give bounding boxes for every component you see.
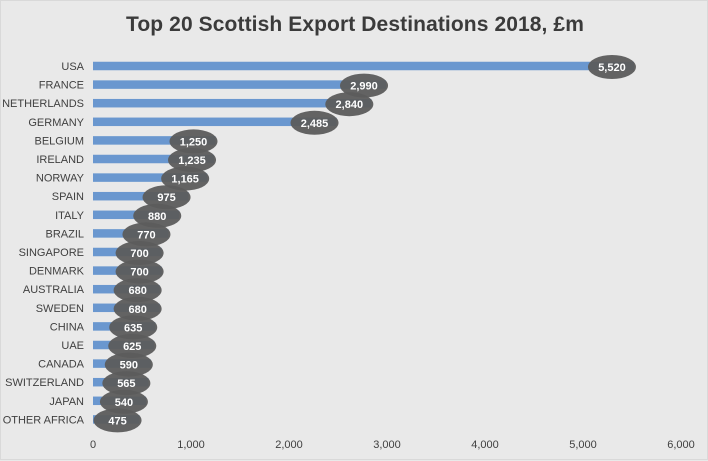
category-label-usa: USA (61, 61, 84, 73)
x-tick-label-4000: 4,000 (471, 439, 499, 451)
bar-ireland (93, 154, 215, 164)
category-label-other-africa: OTHER AFRICA (3, 414, 85, 426)
data-label-bubble-italy (133, 203, 182, 228)
bar-usa (93, 61, 634, 71)
category-label-china: CHINA (50, 321, 85, 333)
data-label-bubble-uae (108, 334, 157, 358)
data-label-bubble-sweden (113, 296, 162, 321)
x-tick-label-1000: 1,000 (177, 439, 205, 451)
chart-title: Top 20 Scottish Export Destinations 2018… (126, 13, 584, 36)
category-label-sweden: SWEDEN (36, 303, 84, 315)
x-tick-label-5000: 5,000 (569, 439, 597, 451)
category-label-singapore: SINGAPORE (19, 247, 84, 259)
category-label-netherlands: NETHERLANDS (2, 98, 84, 110)
category-label-canada: CANADA (38, 359, 85, 371)
category-label-switzerland: SWITZERLAND (5, 377, 84, 389)
data-label-italy: 880 (148, 211, 166, 223)
data-label-china: 635 (124, 322, 142, 334)
data-label-bubble-spain (142, 185, 191, 210)
category-label-germany: GERMANY (28, 117, 84, 129)
category-label-denmark: DENMARK (29, 266, 85, 278)
data-label-netherlands: 2,840 (336, 99, 364, 111)
x-tick-label-0: 0 (90, 439, 96, 451)
data-label-canada: 590 (120, 360, 138, 372)
data-label-other-africa: 475 (108, 415, 126, 427)
data-label-bubble-norway (161, 166, 210, 191)
category-label-belgium: BELGIUM (34, 135, 84, 147)
data-label-bubble-singapore (115, 241, 164, 265)
data-label-sweden: 680 (128, 304, 146, 316)
data-label-singapore: 700 (130, 248, 148, 260)
data-label-bubble-switzerland (102, 371, 151, 396)
x-tick-label-3000: 3,000 (373, 439, 401, 451)
data-label-france: 2,990 (350, 81, 378, 93)
category-label-norway: NORWAY (36, 173, 85, 185)
data-label-brazil: 770 (137, 229, 155, 241)
category-label-spain: SPAIN (52, 191, 84, 203)
bar-netherlands (93, 98, 372, 108)
x-tick-label-2000: 2,000 (275, 439, 303, 451)
data-label-bubble-china (109, 315, 158, 340)
data-label-bubble-brazil (122, 222, 171, 247)
data-label-bubble-denmark (115, 259, 164, 284)
data-label-usa: 5,520 (598, 62, 626, 74)
data-label-bubble-australia (113, 278, 162, 303)
data-label-belgium: 1,250 (180, 136, 208, 148)
data-label-bubble-france (340, 73, 389, 98)
data-label-bubble-belgium (169, 129, 218, 154)
category-label-australia: AUSTRALIA (23, 284, 85, 296)
bar-belgium (93, 136, 216, 145)
category-label-japan: JAPAN (49, 396, 84, 408)
category-label-brazil: BRAZIL (45, 228, 84, 240)
category-label-france: FRANCE (39, 80, 84, 92)
bar-france (93, 80, 387, 89)
data-label-bubble-canada (104, 352, 153, 377)
data-label-bubble-germany (290, 110, 339, 135)
data-label-norway: 1,165 (171, 174, 199, 186)
data-label-bubble-ireland (168, 148, 217, 172)
data-label-bubble-other-africa (93, 408, 142, 433)
x-tick-label-6000: 6,000 (667, 439, 695, 451)
data-label-bubble-japan (99, 389, 148, 414)
bar-germany (93, 117, 337, 127)
data-label-spain: 975 (157, 192, 175, 204)
data-label-bubble-usa (587, 55, 636, 79)
bar-spain (93, 191, 189, 201)
data-label-ireland: 1,235 (178, 155, 206, 167)
data-label-bubble-netherlands (325, 92, 374, 117)
category-label-uae: UAE (61, 340, 84, 352)
category-label-ireland: IRELAND (36, 154, 84, 166)
data-label-denmark: 700 (130, 267, 148, 279)
data-label-japan: 540 (115, 397, 133, 409)
category-label-italy: ITALY (55, 210, 85, 222)
data-label-australia: 680 (128, 285, 146, 297)
data-label-switzerland: 565 (117, 378, 135, 390)
bar-norway (93, 173, 208, 182)
data-label-germany: 2,485 (301, 118, 329, 130)
data-label-uae: 625 (123, 341, 141, 353)
